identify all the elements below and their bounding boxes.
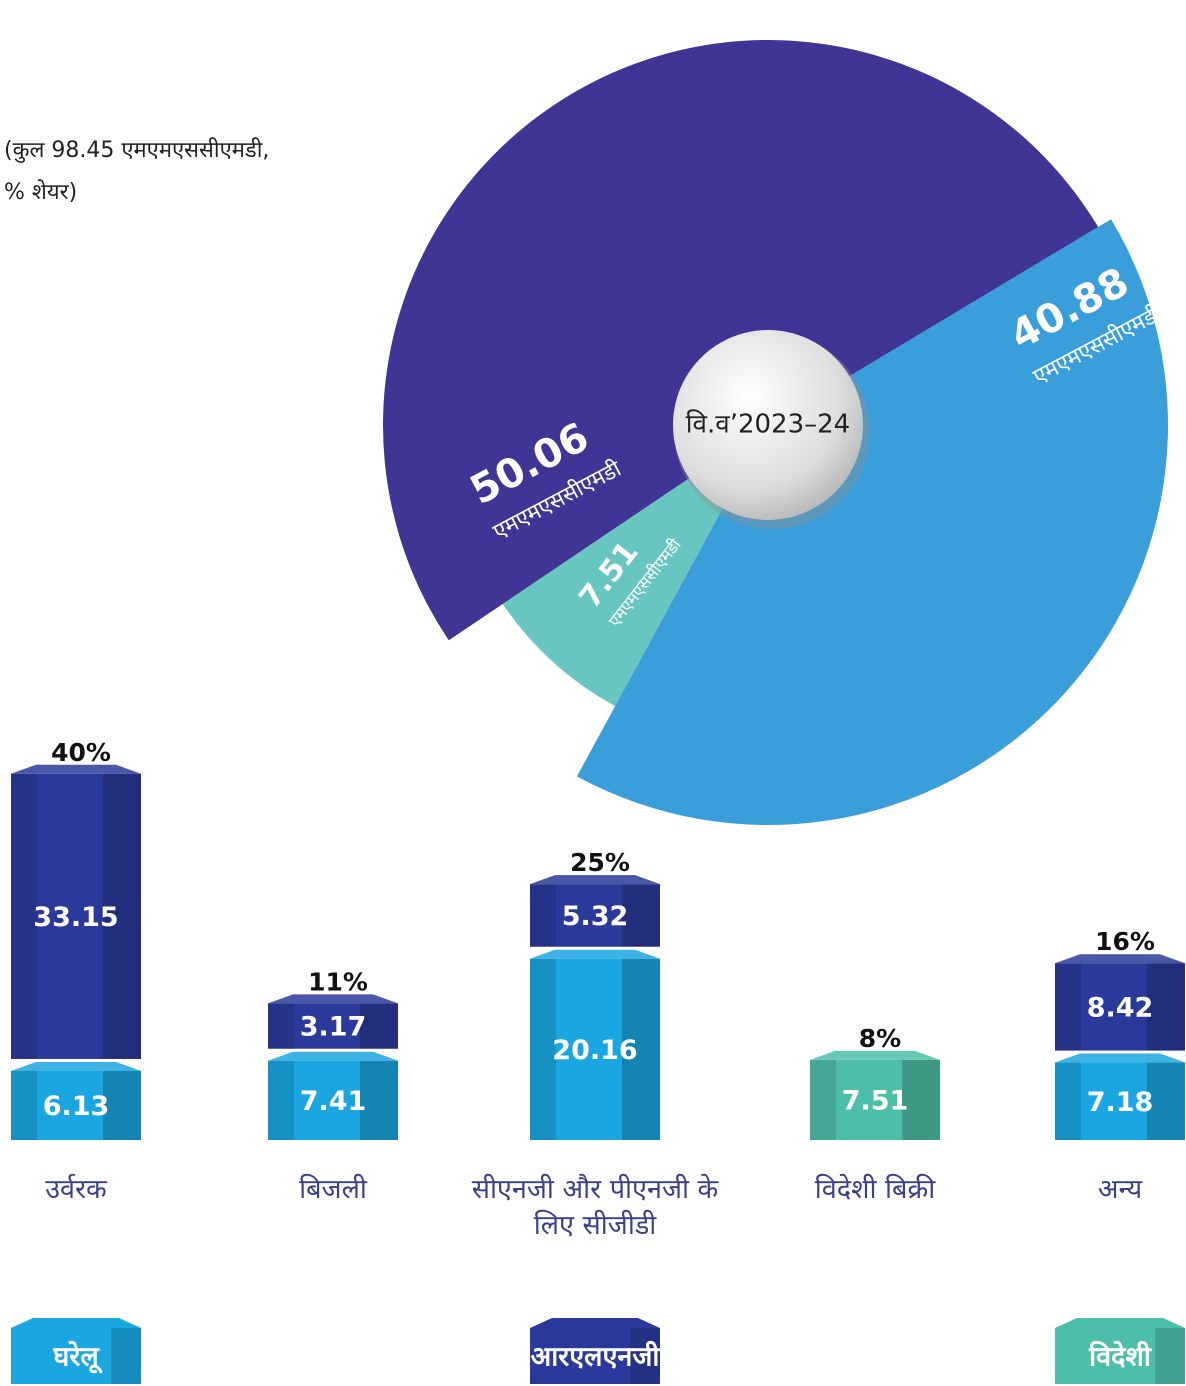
category-label: विदेशी बिक्री — [814, 1174, 936, 1205]
bar-segment — [11, 773, 141, 1059]
segment-cap-shade — [11, 764, 141, 774]
segment-cap-shade — [268, 994, 398, 1004]
segment-cap — [11, 764, 141, 774]
segment-label: 20.16 — [552, 1035, 637, 1066]
bar-segment — [810, 1059, 940, 1140]
segment-side — [1147, 963, 1185, 1051]
bar-segment — [268, 1060, 398, 1140]
segment-side — [530, 958, 556, 1140]
segment-side — [1055, 963, 1081, 1051]
center-label: वि.व’2023–24 — [686, 409, 850, 440]
segment-cap-shade — [1055, 1053, 1185, 1063]
segment-cap-shade — [268, 1051, 398, 1061]
segment-cap — [530, 875, 660, 885]
segment-side — [1055, 1062, 1081, 1140]
segment-side — [103, 1070, 141, 1140]
legend-swatch — [530, 1328, 660, 1384]
segment-side — [360, 1003, 398, 1049]
legend-side — [630, 1328, 660, 1384]
segment-label: 7.18 — [1087, 1087, 1154, 1118]
category-label: सीएनजी और पीएनजी के लिए सीजीडी — [471, 1174, 719, 1241]
bar-segment — [530, 884, 660, 947]
pie-slice — [502, 425, 768, 707]
segment-side — [268, 1003, 294, 1049]
segment-cap — [268, 1051, 398, 1061]
legend-swatch — [11, 1328, 141, 1384]
bar-segment — [1055, 963, 1185, 1051]
bar-segment — [1055, 1062, 1185, 1140]
segment-side — [810, 1059, 836, 1140]
segment-cap — [1055, 1053, 1185, 1063]
legend-cap — [11, 1318, 141, 1328]
pie-slice — [576, 219, 1168, 825]
category-label: अन्य — [1097, 1174, 1143, 1205]
segment-label: 5.32 — [562, 901, 629, 932]
segment-cap — [530, 949, 660, 959]
segment-cap-shade — [11, 1061, 141, 1071]
hub — [673, 330, 863, 520]
segment-side — [360, 1060, 398, 1140]
share-label: 40% — [51, 738, 111, 767]
segment-label: 33.15 — [33, 902, 118, 933]
legend-label: आरएलएनजी — [531, 1341, 661, 1373]
legend-side — [111, 1328, 141, 1384]
segment-cap — [268, 994, 398, 1004]
segment-cap-shade — [1055, 954, 1185, 964]
segment-cap — [11, 1061, 141, 1071]
segment-cap-shade — [530, 875, 660, 885]
bar-segment — [268, 1003, 398, 1049]
segment-cap — [1055, 954, 1185, 964]
share-label: 11% — [308, 967, 368, 996]
segment-side — [11, 773, 37, 1059]
note: (कुल 98.45 एमएमएससीएमडी, — [4, 138, 270, 163]
legend-swatch — [1055, 1328, 1185, 1384]
segment-label: 7.51 — [842, 1085, 909, 1116]
segment-cap-shade — [530, 949, 660, 959]
segment-side — [11, 1070, 37, 1140]
segment-side — [268, 1060, 294, 1140]
legend-cap — [1055, 1318, 1185, 1328]
segment-label: 8.42 — [1087, 992, 1154, 1023]
legend-label: घरेलू — [52, 1341, 103, 1375]
segment-cap — [810, 1050, 940, 1060]
legend-label: विदेशी — [1088, 1341, 1152, 1373]
bar-segment — [530, 958, 660, 1140]
segment-side — [530, 884, 556, 947]
segment-label: 6.13 — [43, 1091, 110, 1122]
share-label: 8% — [859, 1024, 901, 1053]
note: % शेयर) — [4, 180, 78, 205]
segment-label: 7.41 — [300, 1086, 367, 1117]
share-label: 25% — [570, 848, 630, 877]
category-label: उर्वरक — [45, 1174, 107, 1205]
segment-side — [1147, 1062, 1185, 1140]
legend-side — [1155, 1328, 1185, 1384]
segment-cap-shade — [810, 1050, 940, 1060]
segment-side — [902, 1059, 940, 1140]
legend-cap — [530, 1318, 660, 1328]
segment-side — [622, 884, 660, 947]
segment-label: 3.17 — [300, 1012, 367, 1043]
share-label: 16% — [1095, 927, 1155, 956]
segment-side — [103, 773, 141, 1059]
segment-side — [622, 958, 660, 1140]
bar-segment — [11, 1070, 141, 1140]
category-label: बिजली — [299, 1174, 367, 1205]
